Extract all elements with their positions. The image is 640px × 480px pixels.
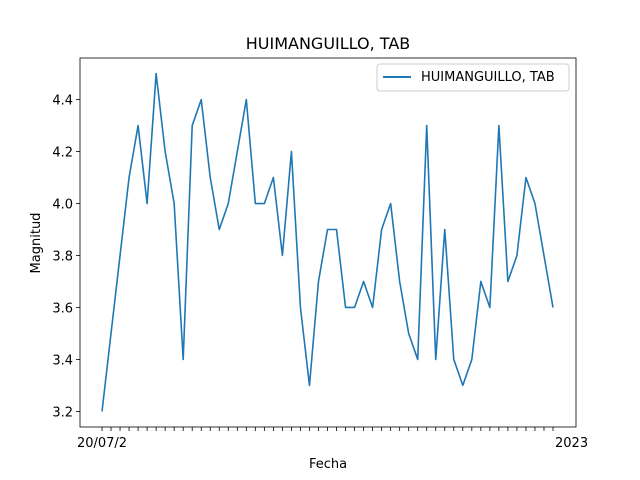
y-tick-label: 4.2 xyxy=(52,146,73,161)
legend-box xyxy=(376,63,570,92)
x-axis-ticks: 20/07/2 2023 xyxy=(77,427,588,451)
legend-label: HUIMANGUILLO, TAB xyxy=(421,70,555,85)
y-tick-label: 3.2 xyxy=(52,405,73,420)
y-axis-label: Magnitud xyxy=(29,213,44,274)
y-tick-label: 3.8 xyxy=(52,249,73,264)
x-tick-label-last: 2023 xyxy=(555,436,588,451)
chart-title: HUIMANGUILLO, TAB xyxy=(246,34,410,53)
y-axis-ticks: 3.2 3.4 3.6 3.8 4.0 4.2 4.4 xyxy=(52,94,80,420)
series-layer xyxy=(101,72,554,412)
plot-area-frame xyxy=(79,57,577,428)
legend: HUIMANGUILLO, TAB xyxy=(376,63,570,92)
x-tick-label-first: 20/07/2 xyxy=(77,436,127,451)
y-tick-label: 3.4 xyxy=(52,353,73,368)
series-line xyxy=(101,72,554,412)
y-tick-label: 4.0 xyxy=(52,198,73,213)
y-tick-label: 3.6 xyxy=(52,301,73,316)
x-axis-label: Fecha xyxy=(309,457,347,472)
y-tick-label: 4.4 xyxy=(52,94,73,109)
